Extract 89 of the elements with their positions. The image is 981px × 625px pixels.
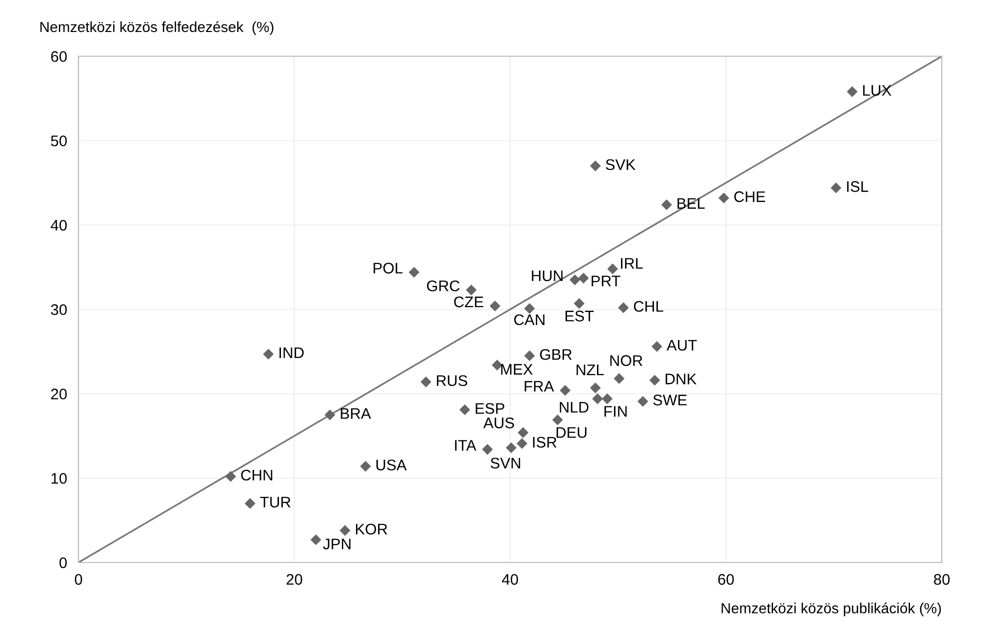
point: [310, 534, 322, 546]
point: [590, 382, 601, 394]
annotation: AUS: [483, 418, 514, 428]
annotation: CHN: [241, 470, 272, 481]
point: [637, 396, 648, 407]
annotation: SWE: [653, 394, 687, 406]
annotation: CAN: [514, 314, 544, 326]
point: [360, 460, 371, 472]
annotation: ISR: [533, 436, 556, 448]
point: [590, 160, 601, 172]
x-tick-label: 0: [74, 574, 82, 585]
annotation: HUN: [532, 270, 563, 282]
y-tick-label: 40: [50, 220, 67, 231]
point: [578, 272, 589, 284]
annotation: SVN: [490, 458, 520, 469]
annotation: ISL: [847, 181, 868, 192]
y-tick-label: 60: [51, 51, 67, 62]
point: [846, 86, 858, 98]
annotation: ESP: [476, 403, 504, 414]
annotation: MEX: [501, 364, 533, 375]
x-tick-label: 20: [286, 574, 302, 585]
point: [459, 404, 470, 416]
point: [602, 393, 613, 404]
point: [420, 376, 432, 388]
annotation: NOR: [610, 355, 642, 366]
point: [661, 199, 672, 210]
annotation: ITA: [455, 440, 476, 451]
point: [408, 266, 420, 278]
point: [225, 471, 236, 482]
annotation: DEU: [556, 427, 586, 438]
point: [614, 373, 624, 384]
point: [263, 348, 274, 360]
point: [518, 427, 528, 438]
annotation: USA: [376, 460, 407, 470]
annotation: KOR: [356, 524, 388, 535]
annotation: BEL: [678, 198, 705, 209]
point: [830, 182, 842, 194]
annotation: IND: [280, 348, 304, 358]
annotation: BRA: [340, 408, 372, 419]
annotation: FIN: [604, 406, 627, 417]
annotation: CHE: [734, 191, 766, 202]
point: [324, 409, 336, 420]
point: [649, 374, 660, 386]
point: [618, 302, 629, 314]
annotation: TUR: [260, 496, 290, 508]
point: [490, 300, 500, 312]
annotation: SVK: [606, 159, 636, 170]
annotation: RUS: [436, 375, 468, 386]
annotation: GBR: [540, 349, 572, 360]
annotation: CZE: [454, 296, 484, 308]
point: [244, 498, 256, 509]
point: [560, 384, 571, 396]
y-tick-label: 50: [50, 135, 67, 146]
annotation: DNK: [666, 374, 697, 384]
x-tick-label: 40: [502, 574, 518, 585]
point: [516, 438, 528, 449]
point: [574, 298, 585, 309]
point: [607, 263, 618, 274]
y-axis-title: Nemzetközi közös felfedezések (%): [40, 21, 274, 35]
point: [718, 192, 730, 204]
annotation: NZL: [576, 364, 604, 376]
annotation: CHL: [634, 300, 664, 312]
point: [482, 444, 493, 455]
annotation: EST: [566, 310, 594, 322]
point: [506, 442, 517, 454]
point: [524, 303, 535, 314]
point: [552, 414, 563, 426]
y-tick-label: 20: [51, 388, 67, 400]
x-tick-label: 80: [934, 574, 950, 585]
y-tick-label: 0: [59, 557, 67, 568]
annotation: FRA: [524, 381, 554, 392]
annotation: GRC: [426, 280, 460, 292]
point: [466, 284, 477, 296]
x-axis-title: Nemzetközi közös publikációk (%): [722, 602, 941, 616]
x-tick-label: 60: [718, 574, 734, 585]
point: [524, 350, 535, 362]
annotation: PRT: [592, 276, 620, 286]
annotation: POL: [374, 262, 402, 274]
annotation: AUT: [666, 340, 697, 351]
y-tick-label: 10: [52, 472, 67, 484]
annotation: JPN: [323, 538, 350, 550]
annotation: LUX: [863, 85, 892, 96]
annotation: IRL: [620, 258, 643, 269]
point: [652, 341, 662, 352]
y-tick-label: 30: [50, 304, 67, 316]
point: [340, 525, 350, 536]
point: [592, 393, 603, 404]
point: [569, 274, 580, 286]
annotation: NLD: [560, 402, 588, 412]
